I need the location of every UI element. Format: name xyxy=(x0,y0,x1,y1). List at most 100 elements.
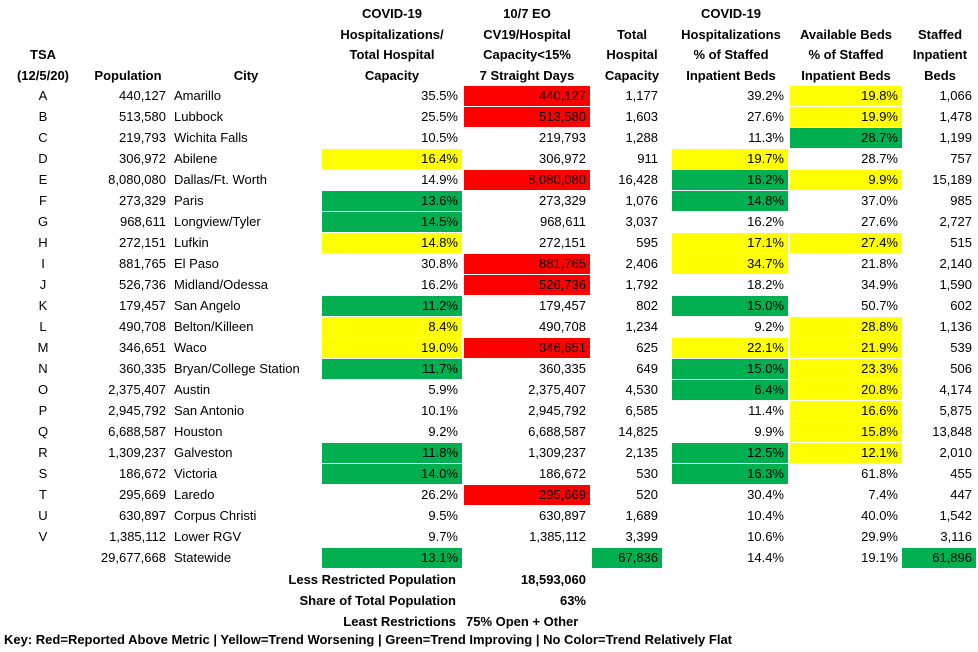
cell-eo: 306,972 xyxy=(539,151,586,166)
cell-total-capacity: 1,792 xyxy=(625,277,658,292)
cell-total-capacity: 1,689 xyxy=(625,508,658,523)
cell-hosp-total: 10.1% xyxy=(421,403,458,418)
table-row: P 2,945,792 San Antonio 10.1% 2,945,792 6,585… xyxy=(0,401,978,422)
cell-avail: 9.9% xyxy=(790,170,902,190)
cell-population: 360,335 xyxy=(119,361,166,376)
cell-tsa: E xyxy=(38,172,48,187)
color-key: Key: Red=Reported Above Metric | Yellow=… xyxy=(4,632,733,647)
cell-tsa: L xyxy=(39,319,47,334)
header-line: (12/5/20) xyxy=(16,67,70,83)
cell-hosp-total: 16.4% xyxy=(322,149,462,169)
header-hosp-total: COVID-19 Hospitalizations/Total Hospital C… xyxy=(322,4,462,86)
header-line: Inpatient Beds xyxy=(686,67,776,83)
cell-hosp-staffed: 22.1% xyxy=(672,338,788,358)
table-row: N 360,335 Bryan/College Station 11.7% 360,33… xyxy=(0,359,978,380)
cell-avail: 28.8% xyxy=(790,317,902,337)
cell-tsa: H xyxy=(38,235,48,250)
cell-total-capacity: 2,135 xyxy=(625,445,658,460)
cell-staffed: 61,896 xyxy=(902,548,976,568)
statewide-row: 29,677,668 Statewide 13.1% 67,836 14.4% 19.1%… xyxy=(0,548,978,569)
cell-staffed: 1,590 xyxy=(939,277,972,292)
cell-hosp-staffed: 18.2% xyxy=(747,277,784,292)
cell-population: 8,080,080 xyxy=(108,172,166,187)
cell-hosp-total: 14.5% xyxy=(322,212,462,232)
cell-staffed: 1,136 xyxy=(939,319,972,334)
cell-tsa: U xyxy=(38,508,48,523)
cell-city: San Antonio xyxy=(174,403,245,418)
cell-population: 526,736 xyxy=(119,277,166,292)
cell-tsa: O xyxy=(37,382,49,397)
cell-city: Statewide xyxy=(174,550,232,565)
cell-eo: 1,309,237 xyxy=(528,445,586,460)
cell-eo: 295,669 xyxy=(464,485,590,505)
cell-hosp-total: 26.2% xyxy=(421,487,458,502)
cell-eo: 526,736 xyxy=(464,275,590,295)
cell-hosp-total: 13.1% xyxy=(322,548,462,568)
cell-eo: 490,708 xyxy=(539,319,586,334)
cell-total-capacity: 14,825 xyxy=(618,424,658,439)
cell-tsa: R xyxy=(38,445,48,460)
cell-hosp-total: 8.4% xyxy=(322,317,462,337)
cell-hosp-staffed: 10.6% xyxy=(747,529,784,544)
cell-city: Lower RGV xyxy=(174,529,242,544)
cell-population: 186,672 xyxy=(119,466,166,481)
cell-total-capacity: 3,037 xyxy=(625,214,658,229)
summary-value: 75% Open + Other xyxy=(466,614,579,629)
cell-total-capacity: 1,603 xyxy=(625,109,658,124)
summary-value: 18,593,060 xyxy=(520,572,586,587)
cell-staffed: 5,875 xyxy=(939,403,972,418)
cell-hosp-staffed: 9.9% xyxy=(754,424,784,439)
cell-city: Laredo xyxy=(174,487,215,502)
cell-population: 219,793 xyxy=(119,130,166,145)
cell-hosp-staffed: 9.2% xyxy=(754,319,784,334)
cell-avail: 37.0% xyxy=(861,193,898,208)
cell-total-capacity: 1,288 xyxy=(625,130,658,145)
cell-total-capacity: 2,406 xyxy=(625,256,658,271)
cell-population: 273,329 xyxy=(119,193,166,208)
cell-hosp-staffed: 16.2% xyxy=(747,214,784,229)
cell-avail: 16.6% xyxy=(790,401,902,421)
cell-city: Abilene xyxy=(174,151,218,166)
cell-hosp-staffed: 39.2% xyxy=(747,88,784,103)
table-row: F 273,329 Paris 13.6% 273,329 1,076 14.8% 37.0%… xyxy=(0,191,978,212)
cell-total-capacity: 1,177 xyxy=(625,88,658,103)
cell-hosp-staffed: 30.4% xyxy=(747,487,784,502)
cell-avail: 7.4% xyxy=(868,487,898,502)
cell-population: 1,385,112 xyxy=(109,529,166,544)
cell-total-capacity: 1,234 xyxy=(625,319,658,334)
cell-total-capacity: 16,428 xyxy=(618,172,658,187)
table-row: V 1,385,112 Lower RGV 9.7% 1,385,112 3,399 10.… xyxy=(0,527,978,548)
cell-city: El Paso xyxy=(174,256,219,271)
cell-total-capacity: 595 xyxy=(636,235,658,250)
cell-population: 306,972 xyxy=(119,151,166,166)
cell-hosp-total: 5.9% xyxy=(428,382,458,397)
summary-value: 63% xyxy=(559,593,586,608)
table-row: U 630,897 Corpus Christi 9.5% 630,897 1,689 10… xyxy=(0,506,978,527)
cell-city: Bryan/College Station xyxy=(174,361,300,376)
cell-eo: 440,127 xyxy=(464,86,590,106)
header-line: COVID-19 xyxy=(362,6,422,21)
cell-total-capacity: 3,399 xyxy=(625,529,658,544)
cell-staffed: 2,140 xyxy=(939,256,972,271)
cell-avail: 21.8% xyxy=(861,256,898,271)
header-avail: Available Beds % of Staffed Inpatient Beds xyxy=(790,4,902,86)
cell-avail: 15.8% xyxy=(790,422,902,442)
cell-hosp-staffed: 11.3% xyxy=(748,130,784,145)
cell-avail: 40.0% xyxy=(861,508,898,523)
header-line: Population xyxy=(94,67,162,83)
cell-city: Belton/Killeen xyxy=(174,319,254,334)
header-population: Population xyxy=(86,4,170,86)
cell-tsa: K xyxy=(38,298,48,313)
cell-avail: 19.9% xyxy=(790,107,902,127)
cell-hosp-staffed: 19.7% xyxy=(672,149,788,169)
cell-hosp-total: 14.9% xyxy=(421,172,458,187)
cell-total-capacity: 520 xyxy=(636,487,658,502)
header-line: % of Staffed xyxy=(808,47,884,62)
cell-hosp-staffed: 14.8% xyxy=(672,191,788,211)
cell-hosp-total: 9.5% xyxy=(428,508,458,523)
cell-eo: 6,688,587 xyxy=(528,424,586,439)
header-line: Total Hospital xyxy=(349,47,435,62)
header-hosp-staffed: COVID-19 Hospitalizations % of Staffed Inpa… xyxy=(672,4,790,86)
cell-total-capacity: 6,585 xyxy=(625,403,658,418)
cell-avail: 21.9% xyxy=(790,338,902,358)
